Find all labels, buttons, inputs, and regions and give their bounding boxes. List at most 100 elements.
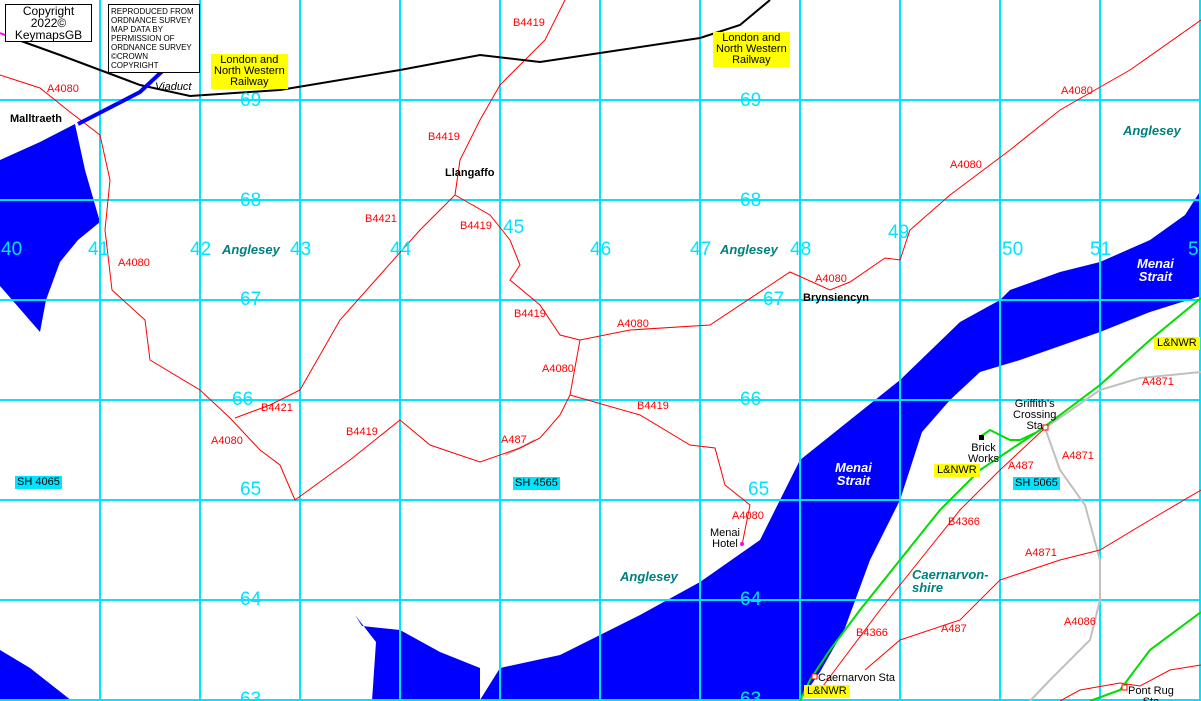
road-label: A4871 <box>1062 450 1094 462</box>
grid-row-label: 66 <box>232 389 254 410</box>
grid-row-label: 63 <box>740 689 762 701</box>
road-label: B4421 <box>365 213 397 225</box>
grid-col-label: 46 <box>590 239 612 260</box>
region-label: Anglesey <box>620 569 678 584</box>
grid-col-label: 51 <box>1090 239 1112 260</box>
grid-row-label: 64 <box>240 589 262 610</box>
road-label: A4080 <box>1061 85 1093 97</box>
grid-reference: SH 5065 <box>1013 477 1060 490</box>
grid-reference: SH 4565 <box>513 477 560 490</box>
os-notice-line: PERMISSION OF <box>111 34 175 43</box>
road-label: B4419 <box>428 131 460 143</box>
grid-col-label: 5 <box>1188 239 1199 260</box>
road-label: B4419 <box>513 17 545 29</box>
grid-col-label: 44 <box>390 239 412 260</box>
grid-row-label: 67 <box>763 289 785 310</box>
grid-row-label: 68 <box>240 190 262 211</box>
road-label: B4419 <box>637 400 669 412</box>
road-b4366 <box>864 489 1201 671</box>
road-b4419-south <box>569 394 751 546</box>
grid-row-label: 63 <box>240 689 262 701</box>
grid-col-label: 45 <box>503 217 525 238</box>
road-a4871 <box>819 427 1046 691</box>
pont-rug-railway <box>1089 611 1201 701</box>
place-label: Llangaffo <box>445 167 495 179</box>
grid-col-label: 49 <box>888 222 910 243</box>
road-label: B4421 <box>261 402 293 414</box>
grid-row-label: 68 <box>740 190 762 211</box>
small-place-label: Griffith's Crossing Sta <box>1013 398 1057 432</box>
malltraeth-sands-water <box>0 124 100 332</box>
road-a487 <box>1044 371 1201 429</box>
water-label: Menai Strait <box>1137 256 1174 284</box>
os-notice-line: ©CROWN COPYRIGHT <box>111 52 159 70</box>
grid-col-label: 48 <box>790 239 812 260</box>
os-notice-line: MAP DATA BY <box>111 25 164 34</box>
region-label: Anglesey <box>1123 123 1181 138</box>
water-bodies <box>0 124 1201 701</box>
grid-reference: SH 4065 <box>15 476 62 489</box>
region-label: Anglesey <box>222 242 280 257</box>
os-copyright-notice: REPRODUCED FROM ORDNANCE SURVEY MAP DATA B… <box>108 4 200 73</box>
os-notice-line: REPRODUCED FROM <box>111 7 194 16</box>
road-label: A487 <box>501 434 527 446</box>
grid-col-label: 42 <box>190 239 212 260</box>
road-label: A4871 <box>1142 376 1174 388</box>
railway-label: London and North Western Railway <box>713 32 790 67</box>
brick-works-icon <box>979 435 984 440</box>
lnwr-railway <box>9 0 771 98</box>
small-place-label: Brick Works <box>968 442 999 465</box>
grid-col-label: 50 <box>1002 239 1024 260</box>
menai-hotel-icon <box>740 542 744 546</box>
road-b4421 <box>234 194 456 419</box>
sw-water <box>0 650 72 701</box>
os-notice-line: ORDNANCE SURVEY <box>111 43 192 52</box>
grid-row-label: 64 <box>740 589 762 610</box>
road-label: A4080 <box>732 510 764 522</box>
road-label: A487 <box>941 623 967 635</box>
place-label: Brynsiencyn <box>803 292 870 304</box>
brick-works-siding <box>979 428 1036 441</box>
road-label: A4086 <box>1064 616 1096 628</box>
grid-col-label: 41 <box>88 239 110 260</box>
railway-label: L&NWR <box>934 464 980 477</box>
small-place-label: Pont Rug Sta <box>1128 685 1174 701</box>
road-label: A4080 <box>950 159 982 171</box>
railway-label: L&NWR <box>1154 337 1200 350</box>
copyright-box: Copyright 2022© KeymapsGB <box>5 4 92 42</box>
grid-col-label: 40 <box>1 239 23 260</box>
grid-row-label: 69 <box>740 90 762 111</box>
region-label: Anglesey <box>720 242 778 257</box>
road-label: A4080 <box>47 83 79 95</box>
road-label: A4080 <box>815 273 847 285</box>
small-place-label: Menai Hotel <box>710 527 740 550</box>
road-label: A487 <box>1008 460 1034 472</box>
viaduct <box>77 62 172 126</box>
road-a487-south <box>1029 427 1101 701</box>
os-notice-line: ORDNANCE SURVEY <box>111 16 192 25</box>
road-label: B4419 <box>514 308 546 320</box>
region-label: Caernarvon- shire <box>912 567 989 595</box>
grid-row-label: 65 <box>748 479 770 500</box>
grid-row-label: 65 <box>240 479 262 500</box>
railway-label: L&NWR <box>804 685 850 698</box>
lnwr-green-railway <box>799 297 1201 701</box>
grid-row-label: 66 <box>740 389 762 410</box>
grid-col-label: 47 <box>690 239 712 260</box>
road-label: A4080 <box>118 257 150 269</box>
road-label: A4080 <box>211 435 243 447</box>
road-label: A4871 <box>1025 547 1057 559</box>
small-place-label: Caernarvon Sta <box>818 672 896 684</box>
stations <box>740 424 1128 691</box>
place-label: Malltraeth <box>10 113 62 125</box>
road-b4419 <box>454 0 581 341</box>
griffiths-crossing-station-icon <box>1042 424 1049 431</box>
grid-row-label: 67 <box>240 289 262 310</box>
road-a4086 <box>1059 664 1201 701</box>
road-a4080-west <box>0 74 581 501</box>
